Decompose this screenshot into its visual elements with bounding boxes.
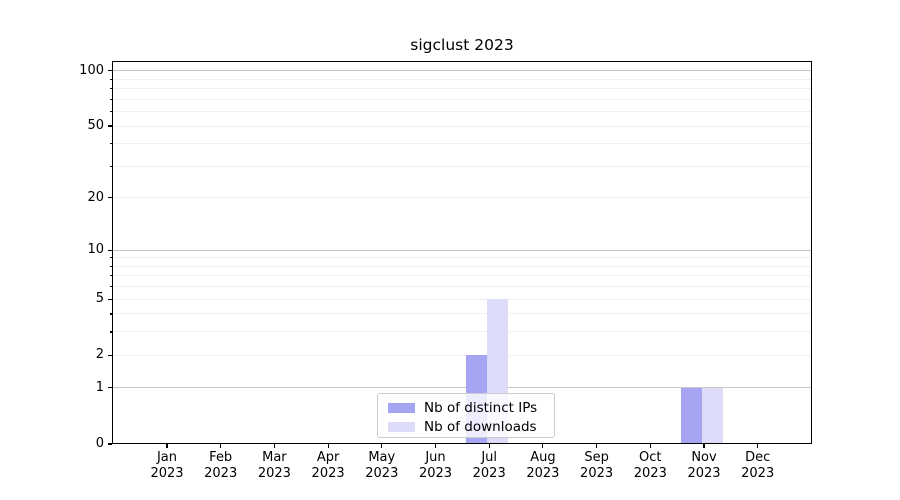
- y-gridline-minor: [113, 331, 811, 333]
- legend-swatch-downloads: [388, 421, 415, 432]
- x-tick-label: Jan 2023: [150, 450, 184, 481]
- y-tick-label: 50: [87, 118, 104, 133]
- y-tick: [108, 387, 112, 389]
- y-gridline-minor: [113, 354, 811, 356]
- y-gridline-minor: [113, 257, 811, 259]
- y-minor-tick: [109, 88, 112, 90]
- x-tick: [327, 444, 329, 448]
- legend-item-downloads: Nb of downloads: [388, 417, 546, 436]
- y-tick-label: 10: [87, 242, 104, 258]
- y-minor-tick: [109, 111, 112, 113]
- x-tick: [220, 444, 222, 448]
- y-tick: [108, 197, 112, 199]
- x-tick: [381, 444, 383, 448]
- y-minor-tick: [109, 143, 112, 145]
- x-tick-label: Aug 2023: [526, 450, 560, 481]
- y-gridline-major: [113, 70, 811, 72]
- y-minor-tick: [109, 98, 112, 100]
- y-gridline-minor: [113, 125, 811, 127]
- y-tick: [108, 125, 112, 127]
- x-tick-label: Mar 2023: [257, 450, 291, 481]
- x-tick: [488, 444, 490, 448]
- y-minor-tick: [109, 257, 112, 259]
- legend-swatch-distinct-ips: [388, 402, 415, 413]
- y-minor-tick: [109, 286, 112, 288]
- y-tick: [108, 354, 112, 356]
- x-tick-label: Dec 2023: [741, 450, 775, 481]
- y-gridline-minor: [113, 265, 811, 267]
- y-minor-tick: [109, 275, 112, 277]
- x-tick: [273, 444, 275, 448]
- y-gridline-minor: [113, 197, 811, 199]
- y-minor-tick: [109, 265, 112, 267]
- y-gridline-minor: [113, 275, 811, 277]
- x-tick-label: Sep 2023: [580, 450, 614, 481]
- legend-label-distinct-ips: Nb of distinct IPs: [424, 399, 538, 416]
- x-tick: [434, 444, 437, 448]
- y-minor-tick: [109, 313, 112, 315]
- x-tick: [542, 444, 544, 448]
- bar-distinct-ips: [681, 387, 702, 443]
- legend-label-downloads: Nb of downloads: [424, 418, 537, 435]
- y-minor-tick: [109, 165, 112, 167]
- y-gridline-minor: [113, 111, 811, 113]
- y-gridline-minor: [113, 78, 811, 80]
- x-tick: [649, 444, 651, 448]
- x-tick-label: Apr 2023: [311, 450, 345, 481]
- y-minor-tick: [109, 331, 112, 333]
- legend: Nb of distinct IPs Nb of downloads: [377, 393, 555, 438]
- y-tick-label: 0: [95, 436, 104, 451]
- y-tick-label: 100: [79, 62, 104, 78]
- x-tick-label: May 2023: [365, 450, 399, 481]
- y-tick-label: 5: [95, 291, 104, 307]
- x-tick: [166, 444, 168, 448]
- y-gridline-minor: [113, 143, 811, 145]
- chart-title: sigclust 2023: [410, 36, 514, 54]
- plot-frame: [112, 61, 812, 444]
- x-tick-label: Nov 2023: [687, 450, 721, 481]
- x-tick: [703, 444, 705, 448]
- y-gridline-minor: [113, 313, 811, 315]
- y-gridline-major: [113, 387, 811, 389]
- legend-item-distinct-ips: Nb of distinct IPs: [388, 398, 546, 417]
- y-gridline-major: [113, 249, 811, 251]
- y-gridline-minor: [113, 98, 811, 100]
- y-gridline-minor: [113, 286, 811, 288]
- y-tick-label: 1: [95, 379, 104, 395]
- x-tick-label: Jun 2023: [418, 450, 453, 481]
- y-tick: [108, 443, 112, 445]
- x-tick-label: Feb 2023: [204, 450, 238, 481]
- y-tick: [108, 70, 112, 72]
- y-gridline-minor: [113, 165, 811, 167]
- y-tick: [108, 249, 112, 251]
- y-gridline-minor: [113, 298, 811, 300]
- y-tick-label: 20: [87, 189, 104, 205]
- y-gridline-minor: [113, 88, 811, 90]
- y-minor-tick: [109, 78, 112, 80]
- x-tick: [596, 444, 598, 448]
- y-tick: [108, 298, 112, 300]
- x-tick: [757, 444, 759, 448]
- x-tick-label: Jul 2023: [472, 450, 506, 481]
- y-tick-label: 2: [95, 347, 104, 363]
- x-tick-label: Oct 2023: [633, 450, 667, 481]
- bar-downloads: [702, 387, 723, 443]
